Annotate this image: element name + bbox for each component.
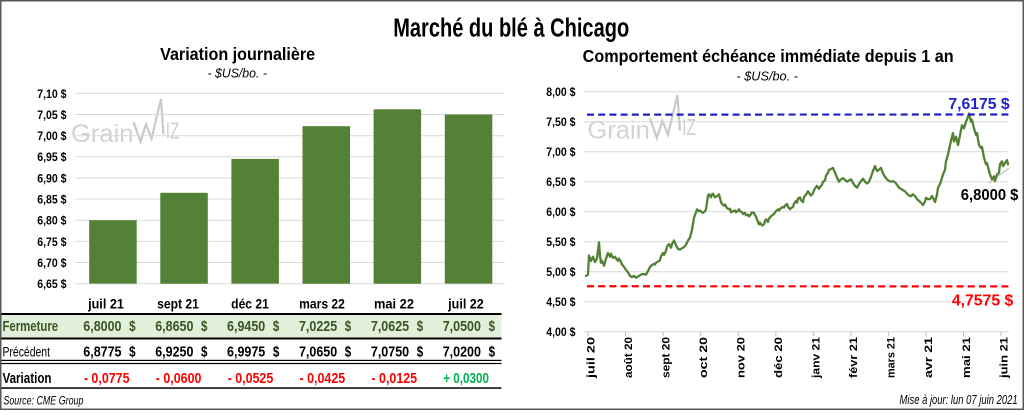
svg-text:- 0,0600: - 0,0600 bbox=[156, 370, 202, 387]
svg-text:Comportement échéance immédiat: Comportement échéance immédiate depuis 1… bbox=[583, 47, 954, 66]
svg-text:6,75 $: 6,75 $ bbox=[37, 236, 66, 249]
svg-text:Variation: Variation bbox=[2, 370, 51, 387]
svg-text:déc 21: déc 21 bbox=[231, 296, 269, 311]
svg-text:7,00 $: 7,00 $ bbox=[37, 130, 66, 143]
svg-text:Fermeture: Fermeture bbox=[2, 318, 58, 335]
svg-text:oct 20: oct 20 bbox=[697, 337, 709, 378]
svg-text:6,85 $: 6,85 $ bbox=[37, 194, 66, 207]
svg-text:sept 21: sept 21 bbox=[157, 296, 199, 311]
svg-text:mai 22: mai 22 bbox=[374, 296, 414, 311]
svg-text:Marché du blé à Chicago: Marché du blé à Chicago bbox=[393, 13, 629, 42]
svg-text:sept 20: sept 20 bbox=[660, 337, 672, 378]
svg-text:mai 21: mai 21 bbox=[960, 337, 972, 378]
svg-text:févr 21: févr 21 bbox=[847, 337, 859, 378]
svg-text:- $US/bo. -: - $US/bo. - bbox=[207, 66, 267, 80]
svg-text:Précédent: Précédent bbox=[2, 344, 50, 359]
svg-text:6,00 $: 6,00 $ bbox=[546, 206, 575, 219]
svg-text:7,00 $: 7,00 $ bbox=[546, 146, 575, 159]
svg-text:$: $ bbox=[273, 343, 280, 360]
svg-text:$: $ bbox=[489, 318, 496, 335]
svg-text:7,6175 $: 7,6175 $ bbox=[948, 94, 1010, 112]
svg-text:6,8775: 6,8775 bbox=[83, 343, 121, 360]
svg-text:Variation journalière: Variation journalière bbox=[160, 46, 315, 65]
svg-text:6,70 $: 6,70 $ bbox=[37, 257, 66, 270]
svg-text:$: $ bbox=[201, 343, 208, 360]
svg-text:$: $ bbox=[489, 343, 496, 360]
svg-text:7,0750: 7,0750 bbox=[371, 343, 409, 360]
svg-text:6,50 $: 6,50 $ bbox=[546, 176, 575, 189]
svg-text:$: $ bbox=[201, 318, 208, 335]
svg-text:$: $ bbox=[129, 343, 136, 360]
svg-text:4,7575 $: 4,7575 $ bbox=[952, 291, 1014, 309]
svg-text:Grain: Grain bbox=[71, 120, 133, 148]
svg-text:7,50 $: 7,50 $ bbox=[546, 116, 575, 129]
svg-text:juin 21: juin 21 bbox=[998, 337, 1010, 379]
svg-text:6,8650: 6,8650 bbox=[155, 318, 193, 335]
svg-text:7,0200: 7,0200 bbox=[443, 343, 481, 360]
svg-text:- $US/bo. -: - $US/bo. - bbox=[736, 69, 798, 83]
svg-text:5,00 $: 5,00 $ bbox=[546, 266, 575, 279]
svg-text:6,8000 $: 6,8000 $ bbox=[961, 186, 1019, 204]
svg-text:7,0625: 7,0625 bbox=[371, 318, 409, 335]
svg-text:- 0,0775: - 0,0775 bbox=[84, 370, 130, 387]
svg-text:$: $ bbox=[129, 318, 136, 335]
svg-text:- 0,0125: - 0,0125 bbox=[371, 370, 417, 387]
svg-text:4,50 $: 4,50 $ bbox=[546, 296, 575, 309]
svg-text:août 20: août 20 bbox=[622, 337, 634, 378]
svg-text:mars 21: mars 21 bbox=[885, 337, 897, 378]
svg-text:Source: CME Group: Source: CME Group bbox=[3, 395, 83, 408]
svg-text:7,0225: 7,0225 bbox=[299, 318, 337, 335]
svg-text:6,9250: 6,9250 bbox=[155, 343, 193, 360]
svg-text:- 0,0525: - 0,0525 bbox=[228, 370, 274, 387]
svg-text:juil 20: juil 20 bbox=[585, 337, 597, 379]
svg-text:6,8000: 6,8000 bbox=[83, 318, 121, 335]
svg-text:7,10 $: 7,10 $ bbox=[37, 88, 66, 101]
svg-text:juil 21: juil 21 bbox=[87, 296, 124, 311]
svg-text:7,0500: 7,0500 bbox=[443, 318, 481, 335]
svg-text:- 0,0425: - 0,0425 bbox=[300, 370, 346, 387]
svg-text:6,65 $: 6,65 $ bbox=[37, 278, 66, 291]
svg-text:6,80 $: 6,80 $ bbox=[37, 215, 66, 228]
svg-text:mars 22: mars 22 bbox=[299, 296, 345, 311]
svg-text:déc 20: déc 20 bbox=[772, 337, 784, 378]
svg-text:Mise à jour: lun 07 juin 2021: Mise à jour: lun 07 juin 2021 bbox=[900, 394, 1018, 407]
svg-text:7,0650: 7,0650 bbox=[299, 343, 337, 360]
svg-text:IZ: IZ bbox=[166, 119, 180, 144]
svg-text:+ 0,0300: + 0,0300 bbox=[443, 370, 489, 387]
svg-text:$: $ bbox=[273, 318, 280, 335]
svg-text:6,95 $: 6,95 $ bbox=[37, 151, 66, 164]
svg-text:8,00 $: 8,00 $ bbox=[546, 86, 575, 99]
svg-text:7,05 $: 7,05 $ bbox=[37, 109, 66, 122]
svg-text:avr 21: avr 21 bbox=[922, 337, 934, 378]
svg-text:4,00 $: 4,00 $ bbox=[546, 326, 575, 339]
svg-text:nov 20: nov 20 bbox=[735, 337, 747, 378]
svg-text:$: $ bbox=[417, 343, 424, 360]
svg-text:$: $ bbox=[417, 318, 424, 335]
svg-text:5,50 $: 5,50 $ bbox=[546, 236, 575, 249]
svg-text:janv 21: janv 21 bbox=[810, 337, 822, 379]
svg-text:$: $ bbox=[345, 318, 352, 335]
svg-text:6,9450: 6,9450 bbox=[227, 318, 265, 335]
svg-text:juil 22: juil 22 bbox=[447, 296, 484, 311]
svg-text:6,90 $: 6,90 $ bbox=[37, 172, 66, 185]
svg-text:6,9975: 6,9975 bbox=[227, 343, 265, 360]
svg-text:$: $ bbox=[345, 343, 352, 360]
